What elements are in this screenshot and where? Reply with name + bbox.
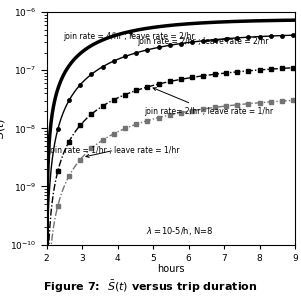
Text: join rate = 1/hr ; leave rate = 1/hr: join rate = 1/hr ; leave rate = 1/hr (48, 146, 180, 157)
Text: join rate= 2/hr ; leave rate = 1/hr: join rate= 2/hr ; leave rate = 1/hr (144, 88, 273, 115)
Text: join rate = 4/hr ; leave rate = 2/hr: join rate = 4/hr ; leave rate = 2/hr (63, 32, 194, 40)
X-axis label: hours: hours (157, 264, 185, 274)
Text: join rate = 2/hr ; leave rate = 2/hr: join rate = 2/hr ; leave rate = 2/hr (137, 37, 268, 46)
Text: Figure 7:  $\bar{S}(t)$ versus trip duration: Figure 7: $\bar{S}(t)$ versus trip durat… (43, 279, 258, 295)
Y-axis label: $\bar{S}(t)$: $\bar{S}(t)$ (0, 118, 8, 139)
Text: $\lambda$ =10-5/h, N=8: $\lambda$ =10-5/h, N=8 (146, 225, 213, 237)
